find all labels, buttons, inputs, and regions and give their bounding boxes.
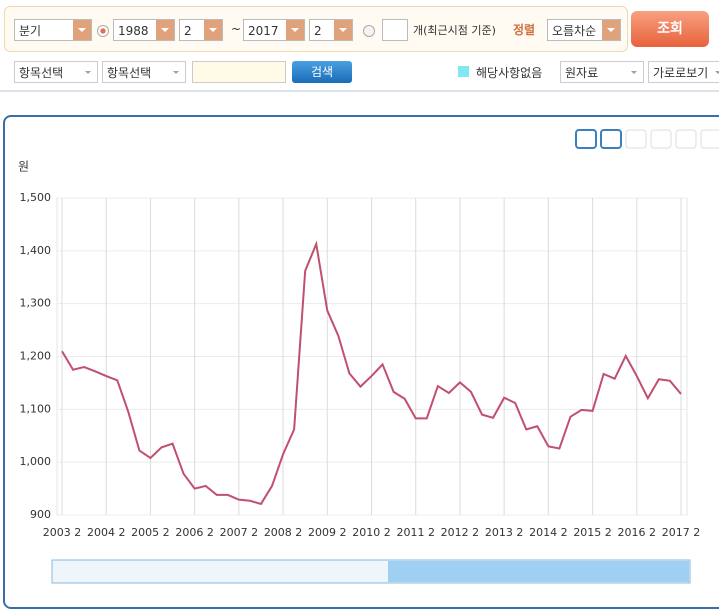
start-sub-text: 2 — [184, 24, 192, 38]
start-year[interactable]: 1988 — [113, 19, 175, 41]
end-year-text: 2017 — [248, 24, 279, 38]
sort-select[interactable]: 오름차순 — [547, 19, 621, 41]
slider[interactable] — [51, 559, 691, 584]
x-tick-label: 2008 2 — [264, 526, 303, 539]
icon-hbar[interactable] — [700, 129, 719, 149]
view-select[interactable]: 가로로보기 — [648, 61, 719, 83]
end-sub[interactable]: 2 — [309, 19, 353, 41]
x-tick-label: 2014 2 — [529, 526, 568, 539]
arrow — [156, 20, 174, 40]
icon-line[interactable] — [600, 129, 622, 149]
x-tick-label: 2016 2 — [618, 526, 657, 539]
y-tick-label: 1,100 — [20, 402, 52, 415]
search-input[interactable] — [192, 61, 286, 83]
icon-table[interactable] — [575, 129, 597, 149]
arrow — [286, 20, 304, 40]
start-sub[interactable]: 2 — [179, 19, 223, 41]
x-tick-label: 2013 2 — [485, 526, 524, 539]
x-tick-label: 2012 2 — [441, 526, 480, 539]
period-text: 분기 — [19, 24, 42, 38]
line — [61, 240, 682, 506]
x-tick-label: 2004 2 — [87, 526, 126, 539]
arrow — [602, 20, 620, 40]
find-button[interactable]: 검색 — [292, 61, 352, 83]
y-tick-label: 1,500 — [20, 191, 52, 204]
x-tick-label: 2005 2 — [131, 526, 170, 539]
y-tick-label: 1,300 — [20, 297, 52, 310]
sort-label: 정렬 — [513, 23, 536, 37]
arrow — [334, 20, 352, 40]
item2-select[interactable]: 항목선택 — [102, 61, 186, 83]
y-tick-label: 1,400 — [20, 244, 52, 257]
end-year[interactable]: 2017 — [243, 19, 305, 41]
second-row — [0, 90, 719, 92]
search-button-text: 조회 — [657, 21, 683, 37]
x-tick-label: 2011 2 — [396, 526, 435, 539]
count-input[interactable] — [382, 19, 408, 41]
y-axis-label: 원 — [18, 160, 29, 174]
raw-select[interactable]: 원자료 — [560, 61, 644, 83]
x-tick-label: 2006 2 — [175, 526, 214, 539]
chart-panel — [3, 115, 719, 609]
x-tick-label: 2015 2 — [573, 526, 612, 539]
recent-label: 개(최근시점 기준) — [413, 24, 496, 37]
x-tick-label: 2017 2 — [662, 526, 701, 539]
y-tick-label: 1,200 — [20, 350, 52, 363]
arrow — [73, 20, 91, 40]
slider-window[interactable] — [388, 561, 689, 582]
radio[interactable] — [363, 25, 375, 37]
search-button[interactable]: 조회 — [631, 11, 709, 47]
find-button-text: 검색 — [310, 65, 334, 79]
item1-select[interactable]: 항목선택 — [14, 61, 98, 83]
x-tick-label: 2007 2 — [220, 526, 259, 539]
icon-bar[interactable] — [650, 129, 672, 149]
x-tick-label: 2009 2 — [308, 526, 347, 539]
y-tick-label: 1,000 — [20, 455, 52, 468]
radio[interactable] — [97, 25, 109, 37]
none-label: 해당사항없음 — [476, 66, 543, 80]
end-sub-text: 2 — [314, 24, 322, 38]
icon-bar2[interactable] — [675, 129, 697, 149]
chart-icons — [575, 129, 719, 149]
arrow — [204, 20, 222, 40]
y-tick-label: 900 — [30, 508, 51, 521]
x-tick-label: 2010 2 — [352, 526, 391, 539]
sort-text: 오름차순 — [552, 24, 597, 38]
start-year-text: 1988 — [118, 24, 149, 38]
none-check[interactable] — [458, 66, 469, 77]
period-select[interactable]: 분기 — [14, 19, 92, 41]
icon-area[interactable] — [625, 129, 647, 149]
x-tick-label: 2003 2 — [43, 526, 82, 539]
range-sep: ~ — [231, 22, 242, 36]
